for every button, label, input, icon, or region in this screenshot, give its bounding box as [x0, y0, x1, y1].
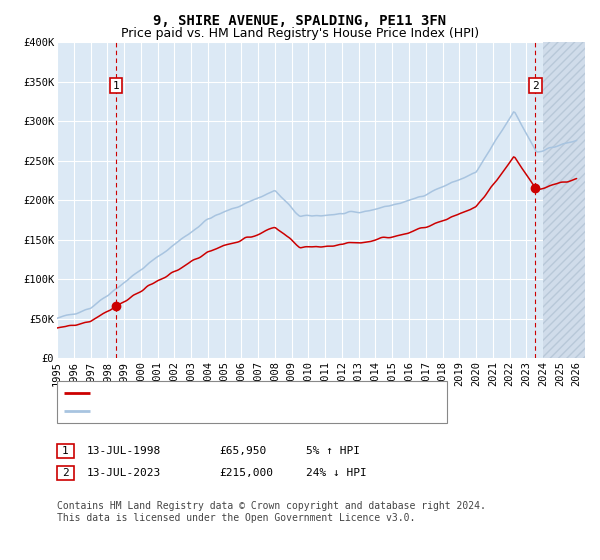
Text: £65,950: £65,950: [219, 446, 266, 456]
Text: 13-JUL-2023: 13-JUL-2023: [87, 468, 161, 478]
Text: 13-JUL-1998: 13-JUL-1998: [87, 446, 161, 456]
Text: Contains HM Land Registry data © Crown copyright and database right 2024.
This d: Contains HM Land Registry data © Crown c…: [57, 501, 486, 523]
Text: HPI: Average price, detached house, South Holland: HPI: Average price, detached house, Sout…: [94, 406, 425, 416]
Text: Price paid vs. HM Land Registry's House Price Index (HPI): Price paid vs. HM Land Registry's House …: [121, 27, 479, 40]
Text: 9, SHIRE AVENUE, SPALDING, PE11 3FN (detached house): 9, SHIRE AVENUE, SPALDING, PE11 3FN (det…: [94, 389, 445, 398]
Text: 2: 2: [62, 468, 69, 478]
Text: 24% ↓ HPI: 24% ↓ HPI: [306, 468, 367, 478]
Text: 5% ↑ HPI: 5% ↑ HPI: [306, 446, 360, 456]
Text: 9, SHIRE AVENUE, SPALDING, PE11 3FN: 9, SHIRE AVENUE, SPALDING, PE11 3FN: [154, 14, 446, 28]
Text: 1: 1: [62, 446, 69, 456]
Text: 1: 1: [113, 81, 120, 91]
Text: 2: 2: [532, 81, 539, 91]
Text: £215,000: £215,000: [219, 468, 273, 478]
